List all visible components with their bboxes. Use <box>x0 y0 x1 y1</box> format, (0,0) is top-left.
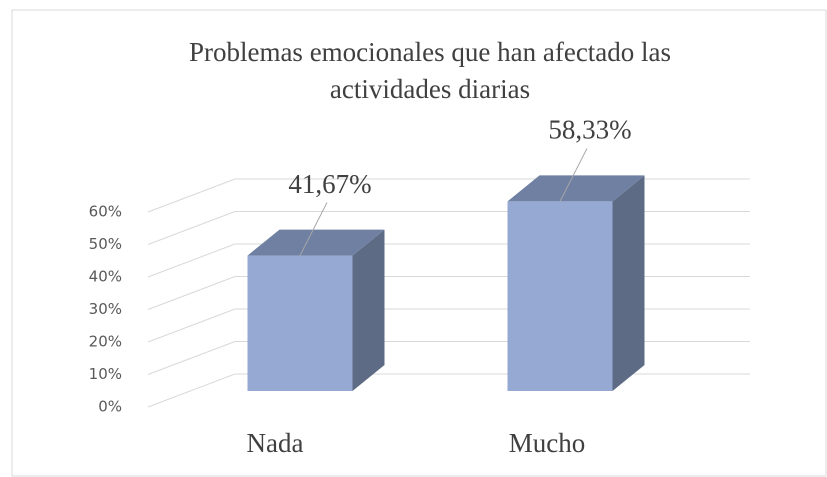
bar-side <box>352 229 385 391</box>
grid-line <box>147 341 236 375</box>
grid-line <box>147 211 236 245</box>
bar <box>247 255 353 391</box>
grid-line <box>147 178 236 213</box>
data-label: 58,33% <box>548 115 631 145</box>
bar-top <box>507 175 645 202</box>
y-tick-label: 10% <box>89 365 122 383</box>
x-tick-label: Nada <box>247 428 304 458</box>
y-tick-label: 50% <box>89 235 122 253</box>
leader-line <box>559 148 588 202</box>
grid-line <box>147 373 236 408</box>
leader-line <box>299 202 328 256</box>
y-tick-label: 60% <box>89 203 122 221</box>
grid-line <box>147 276 236 310</box>
y-tick-label: 0% <box>98 398 122 416</box>
bar-top <box>247 229 385 256</box>
y-tick-label: 40% <box>89 268 122 286</box>
chart-border <box>11 9 827 477</box>
chart-title: actividades diarias <box>330 74 530 104</box>
bar <box>507 201 613 391</box>
data-label: 41,67% <box>288 169 371 199</box>
y-tick-label: 30% <box>89 300 122 318</box>
grid-line <box>147 308 236 343</box>
bar-side <box>612 175 645 391</box>
x-tick-label: Mucho <box>509 428 586 458</box>
y-tick-label: 20% <box>89 333 122 351</box>
grid-line <box>147 243 236 278</box>
chart-title: Problemas emocionales que han afectado l… <box>189 37 671 67</box>
